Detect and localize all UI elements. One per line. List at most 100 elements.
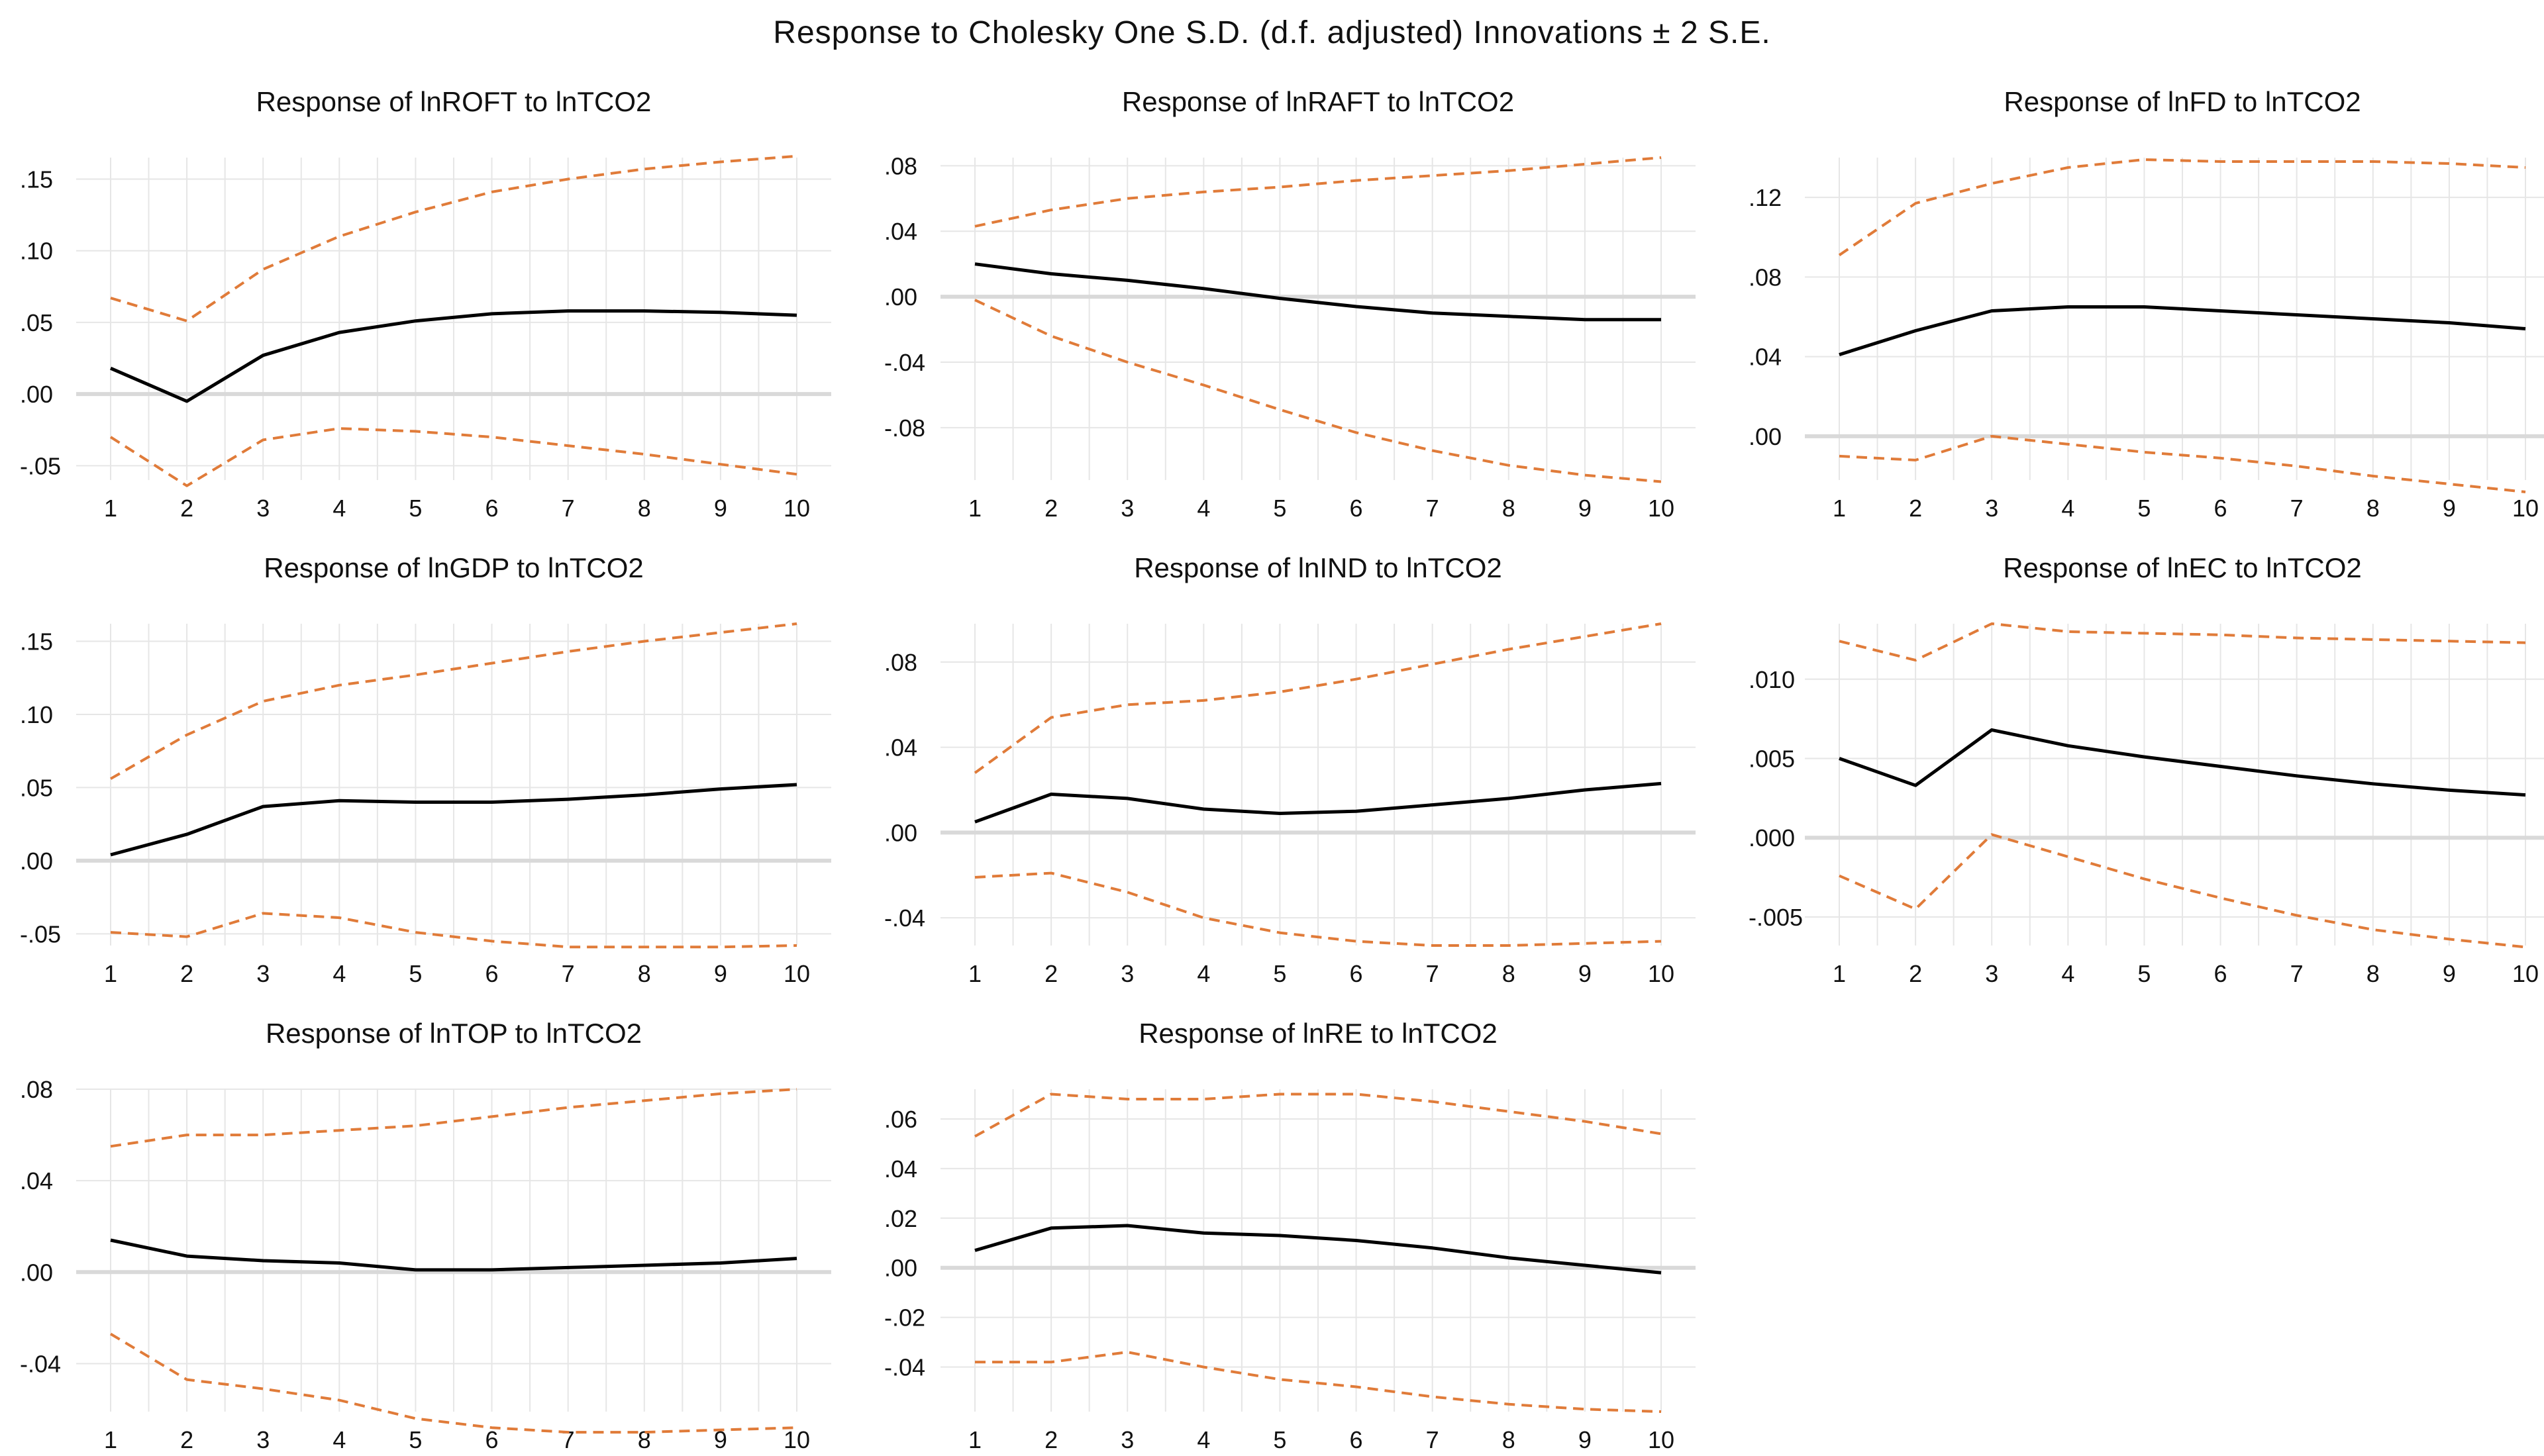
x-tick-label: 3 <box>1121 1426 1134 1453</box>
x-tick-label: 4 <box>332 495 346 522</box>
y-tick-label: .00 <box>20 381 53 408</box>
y-tick-label: .12 <box>1749 184 1782 211</box>
x-tick-label: 10 <box>1648 1426 1674 1453</box>
x-tick-label: 7 <box>562 495 575 522</box>
y-tick-label: .00 <box>884 819 917 846</box>
x-tick-label: 1 <box>1833 960 1846 987</box>
irf-panel-1: -.05 .00 .05 .10 .15 1 2 3 4 5 6 7 8 9 10 Response of l… <box>20 86 831 522</box>
x-tick-label: 6 <box>2214 495 2227 522</box>
response-line <box>110 309 797 403</box>
x-tick-label: 9 <box>714 960 727 987</box>
x-tick-label: 2 <box>1909 495 1922 522</box>
y-tick-label: -.04 <box>884 1354 925 1381</box>
y-tick-label: .05 <box>20 774 53 801</box>
response-line <box>974 1224 1662 1275</box>
lower-band-line <box>1839 833 2526 949</box>
y-tick-label: -.04 <box>884 904 925 932</box>
y-tick-label: .10 <box>20 238 53 265</box>
panel-title: Response of lnRAFT to lnTCO2 <box>1122 86 1514 117</box>
lower-band-line <box>974 299 1662 483</box>
y-tick-label: -.08 <box>884 414 925 442</box>
x-tick-label: 2 <box>1909 960 1922 987</box>
panel-title: Response of lnGDP to lnTCO2 <box>264 552 644 583</box>
x-tick-label: 8 <box>1502 960 1515 987</box>
y-tick-label: .00 <box>884 1255 917 1282</box>
x-tick-label: 9 <box>2443 960 2456 987</box>
x-tick-label: 7 <box>2290 960 2304 987</box>
x-tick-label: 6 <box>1350 1426 1363 1453</box>
x-tick-label: 6 <box>485 960 499 987</box>
upper-band-line <box>974 1092 1662 1138</box>
irf-panel-3: .00 .04 .08 .12 1 2 3 4 5 6 7 8 9 10 Response of lnFD … <box>1749 86 2544 522</box>
y-tick-label: .04 <box>1749 344 1782 371</box>
x-tick-label: 6 <box>485 495 499 522</box>
response-line <box>110 783 797 857</box>
x-tick-label: 4 <box>2061 495 2074 522</box>
y-tick-label: .05 <box>20 309 53 336</box>
x-tick-label: 10 <box>1648 960 1674 987</box>
lower-band-line <box>974 871 1662 947</box>
x-tick-label: 8 <box>2366 495 2380 522</box>
response-line <box>1839 728 2526 797</box>
x-tick-label: 10 <box>2512 495 2539 522</box>
upper-band-line <box>974 622 1662 774</box>
response-line <box>974 781 1662 824</box>
x-tick-label: 9 <box>1578 1426 1592 1453</box>
response-line <box>110 1238 797 1272</box>
y-tick-label: .00 <box>884 283 917 311</box>
x-tick-label: 6 <box>1350 960 1363 987</box>
upper-band-line <box>110 1088 797 1148</box>
x-tick-label: 6 <box>485 1426 499 1453</box>
irf-panel-5: -.04 .00 .04 .08 1 2 3 4 5 6 7 8 9 10 Response of lnIN… <box>884 552 1696 987</box>
x-tick-label: 10 <box>2512 960 2539 987</box>
x-tick-label: 4 <box>332 960 346 987</box>
x-tick-label: 9 <box>1578 495 1592 522</box>
x-tick-label: 7 <box>1426 960 1439 987</box>
y-tick-label: .010 <box>1749 666 1795 693</box>
lower-band-line <box>109 1332 797 1434</box>
x-tick-label: 1 <box>104 960 117 987</box>
y-tick-label: .00 <box>20 1259 53 1286</box>
x-tick-label: 1 <box>1833 495 1846 522</box>
x-tick-label: 5 <box>1273 495 1286 522</box>
lower-band-line <box>975 1351 1662 1413</box>
panel-title: Response of lnRE to lnTCO2 <box>1139 1018 1498 1049</box>
x-tick-label: 2 <box>1044 495 1058 522</box>
y-tick-label: .00 <box>1749 423 1782 450</box>
y-tick-label: .08 <box>20 1076 53 1103</box>
x-tick-label: 9 <box>714 495 727 522</box>
y-tick-label: .15 <box>20 166 53 193</box>
panel-title: Response of lnTOP to lnTCO2 <box>266 1018 642 1049</box>
upper-band-line <box>110 154 797 322</box>
x-tick-label: 5 <box>1273 960 1286 987</box>
x-tick-label: 7 <box>1426 495 1439 522</box>
y-tick-label: .005 <box>1749 745 1795 772</box>
y-tick-label: .10 <box>20 701 53 728</box>
lower-band-line <box>110 912 797 949</box>
x-tick-label: 3 <box>1985 495 1998 522</box>
response-line <box>974 262 1661 322</box>
panel-title: Response of lnIND to lnTCO2 <box>1134 552 1502 583</box>
x-tick-label: 2 <box>1044 960 1058 987</box>
panel-title: Response of lnEC to lnTCO2 <box>2003 552 2362 583</box>
x-tick-label: 3 <box>1121 960 1134 987</box>
y-tick-label: -.005 <box>1749 904 1803 931</box>
x-tick-label: 2 <box>1044 1426 1058 1453</box>
y-tick-label: .04 <box>884 1155 917 1183</box>
upper-band-line <box>1838 158 2526 256</box>
figure-title: Response to Cholesky One S.D. (d.f. adju… <box>773 15 1771 50</box>
x-tick-label: 10 <box>784 1426 810 1453</box>
lower-band-line <box>109 427 797 487</box>
x-tick-label: 5 <box>409 960 422 987</box>
x-tick-label: 5 <box>409 1426 422 1453</box>
x-tick-label: 9 <box>1578 960 1592 987</box>
x-tick-label: 4 <box>1197 1426 1210 1453</box>
irf-panel-4: -.05 .00 .05 .10 .15 1 2 3 4 5 6 7 8 9 10 Response of l… <box>20 552 831 987</box>
x-tick-label: 5 <box>2137 960 2151 987</box>
lower-band-line <box>1839 434 2526 493</box>
upper-band-line <box>974 156 1662 228</box>
x-tick-label: 8 <box>1502 495 1515 522</box>
x-tick-label: 3 <box>1985 960 1998 987</box>
x-tick-label: 10 <box>784 960 810 987</box>
